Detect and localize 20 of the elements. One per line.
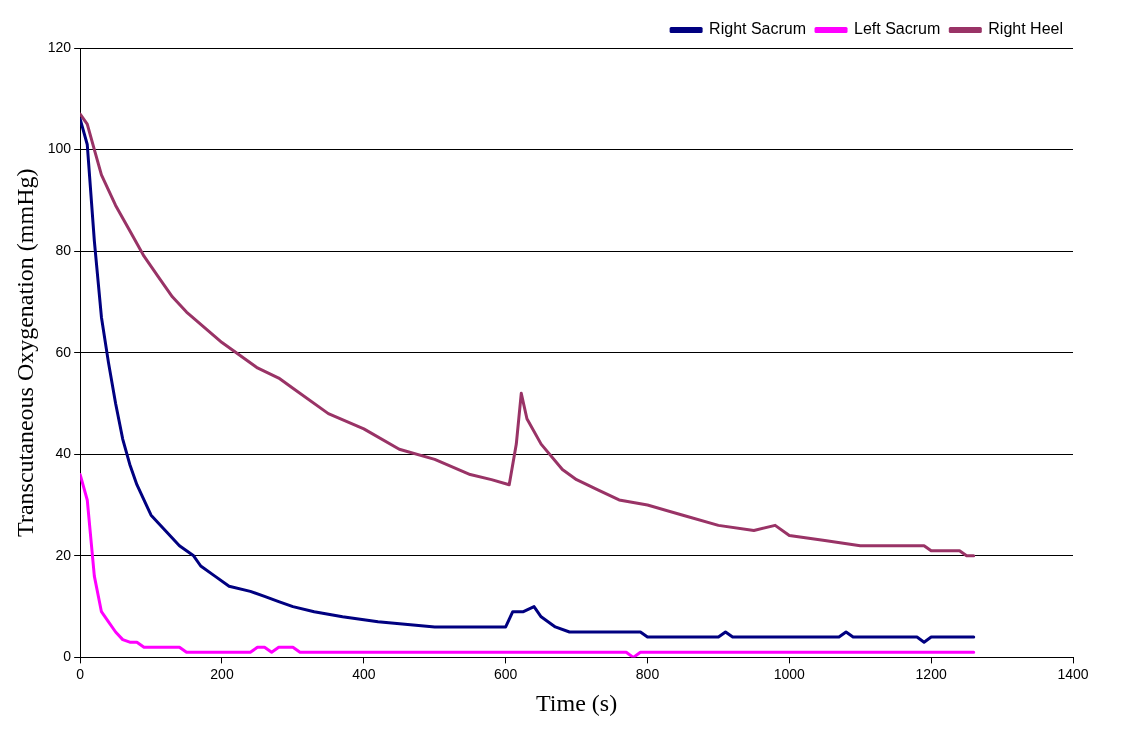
- x-tick-label: 800: [635, 665, 660, 682]
- y-tick-label: 120: [47, 38, 72, 55]
- legend-label: Right Heel: [988, 20, 1063, 38]
- y-tick-label: 80: [55, 241, 72, 258]
- x-tick-label: 400: [352, 665, 376, 682]
- y-tick-label: 20: [55, 546, 72, 563]
- x-tick-label: 1200: [915, 665, 947, 682]
- y-tick-label: 0: [63, 648, 72, 665]
- legend-label: Right Sacrum: [709, 20, 807, 38]
- y-tick-label: 60: [55, 343, 72, 360]
- x-tick-label: 200: [210, 665, 234, 682]
- x-tick-label: 1400: [1057, 665, 1089, 682]
- legend-label: Left Sacrum: [854, 20, 941, 38]
- x-axis-title: Time (s): [536, 689, 618, 716]
- x-tick-label: 0: [76, 665, 85, 682]
- y-tick-label: 100: [47, 140, 72, 157]
- y-tick-label: 40: [55, 445, 72, 462]
- x-tick-label: 600: [493, 665, 518, 682]
- x-tick-label: 1000: [773, 665, 806, 682]
- y-axis-title: Transcutaneous Oxygenation (mmHg): [11, 168, 38, 537]
